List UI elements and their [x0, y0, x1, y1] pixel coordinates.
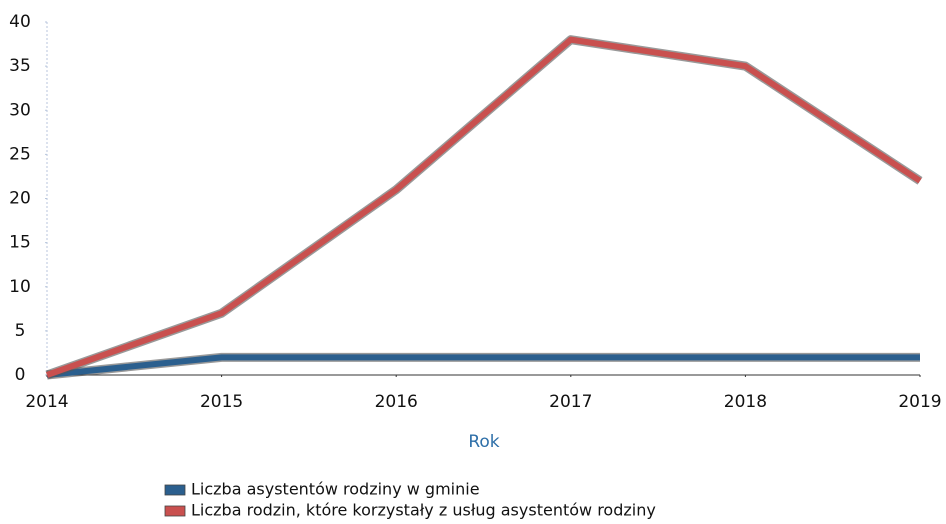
y-tick-label: 15	[9, 233, 31, 253]
x-tick-label: 2015	[200, 392, 243, 412]
x-tick-label: 2014	[25, 392, 68, 412]
y-tick-label: 0	[15, 365, 26, 385]
y-tick-label: 25	[9, 144, 31, 164]
y-tick-label: 5	[15, 321, 26, 341]
x-tick-label: 2016	[375, 392, 418, 412]
line-outline	[45, 35, 923, 380]
x-tick-label: 2017	[549, 392, 592, 412]
legend-swatch	[164, 505, 186, 517]
legend-swatch	[164, 484, 186, 496]
y-tick-label: 20	[9, 189, 31, 209]
legend-label: Liczba asystentów rodziny w gminie	[191, 480, 480, 499]
line	[46, 354, 920, 378]
x-tick-label: 2019	[898, 392, 941, 412]
y-tick-label: 35	[9, 56, 31, 76]
x-tick-label: 2018	[724, 392, 767, 412]
line	[45, 36, 922, 378]
legend: Liczba asystentów rodziny w gminie Liczba…	[164, 480, 656, 520]
y-tick-label: 10	[9, 277, 31, 297]
y-tick-label: 30	[9, 100, 31, 120]
legend-label: Liczba rodzin, które korzystały z usług …	[191, 501, 656, 520]
x-axis-label: Rok	[468, 432, 499, 452]
y-tick-label: 40	[9, 12, 31, 32]
